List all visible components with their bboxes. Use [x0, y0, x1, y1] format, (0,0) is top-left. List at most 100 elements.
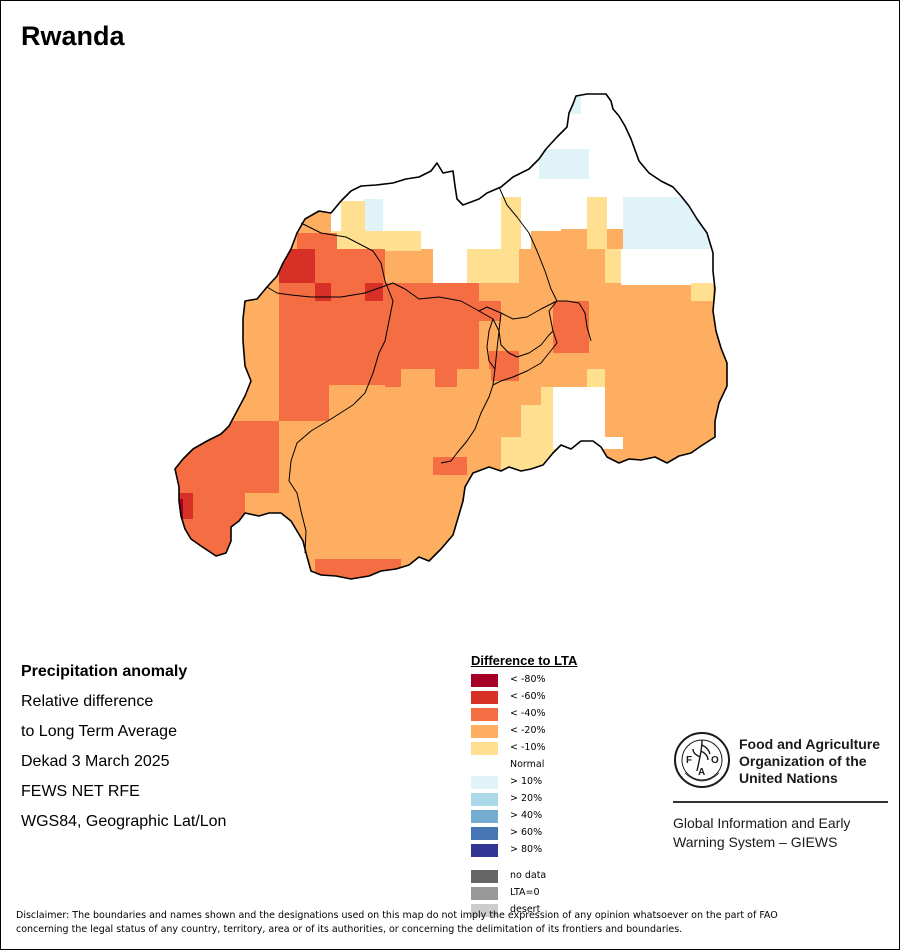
- legend-swatch: [471, 904, 498, 917]
- legend-label: Normal: [510, 759, 545, 770]
- legend-item: Normal: [471, 757, 577, 774]
- anomaly-cell: [245, 297, 279, 385]
- legend-label: > 40%: [510, 810, 543, 821]
- map-info: Precipitation anomaly Relative differenc…: [21, 657, 226, 837]
- info-line-2: Relative difference: [21, 693, 154, 710]
- info-line-1: Precipitation anomaly: [21, 663, 188, 680]
- fao-logo-icon: F A O: [674, 732, 730, 788]
- legend-swatch: [471, 887, 498, 900]
- anomaly-cell: [279, 385, 329, 421]
- legend-swatch: [471, 870, 498, 883]
- map-title: Rwanda: [21, 21, 125, 51]
- giews-name: Global Information and Early Warning Sys…: [673, 814, 893, 852]
- fao-name-line-3: United Nations: [739, 770, 838, 786]
- legend-title: Difference to LTA: [471, 653, 578, 668]
- giews-line-1: Global Information and Early: [673, 815, 851, 831]
- legend-item: < -80%: [471, 672, 577, 689]
- info-line-6: WGS84, Geographic Lat/Lon: [21, 813, 227, 830]
- anomaly-cell: [279, 249, 315, 283]
- anomaly-cell: [331, 231, 421, 251]
- anomaly-cell: [329, 385, 385, 421]
- country-border: [174, 93, 728, 580]
- map-legend: Difference to LTA < -80% < -60% < -40% <…: [471, 653, 577, 919]
- legend-item: > 10%: [471, 774, 577, 791]
- legend-swatch: [471, 810, 498, 823]
- anomaly-cell: [297, 233, 337, 253]
- legend-item: < -40%: [471, 706, 577, 723]
- fao-name-line-1: Food and Agriculture: [739, 736, 881, 752]
- anomaly-cell: [501, 437, 555, 471]
- anomaly-cell: [433, 229, 469, 283]
- anomaly-cell: [315, 283, 331, 301]
- legend-swatch: [471, 725, 498, 738]
- anomaly-cell: [587, 197, 607, 249]
- anomaly-cell: [539, 149, 589, 179]
- legend-label: LTA=0: [510, 887, 540, 898]
- legend-item: LTA=0: [471, 885, 577, 902]
- svg-text:F: F: [686, 755, 692, 766]
- anomaly-cell: [553, 387, 605, 449]
- anomaly-cell: [571, 94, 581, 114]
- legend-swatch: [471, 708, 498, 721]
- province-boundaries: [266, 186, 592, 554]
- divider: [673, 801, 888, 803]
- legend-label: no data: [510, 870, 547, 881]
- anomaly-cell: [553, 301, 589, 353]
- legend-swatch: [471, 759, 498, 772]
- disclaimer-line-2: concerning the legal status of any count…: [16, 924, 683, 935]
- legend-label: < -20%: [510, 725, 546, 736]
- legend-swatch: [471, 827, 498, 840]
- legend-item: desert: [471, 902, 577, 919]
- legend-swatch: [471, 674, 498, 687]
- legend-label: > 10%: [510, 776, 543, 787]
- legend-item: no data: [471, 868, 577, 885]
- svg-text:O: O: [711, 755, 719, 766]
- svg-text:A: A: [698, 767, 705, 778]
- disclaimer: Disclaimer: The boundaries and names sho…: [16, 909, 886, 937]
- anomaly-cell: [175, 421, 279, 493]
- anomaly-cell: [587, 369, 605, 387]
- legend-swatch: [471, 844, 498, 857]
- legend-label: > 60%: [510, 827, 543, 838]
- anomaly-cell: [467, 249, 519, 283]
- legend-item: > 20%: [471, 791, 577, 808]
- anomaly-cell: [541, 387, 555, 407]
- anomaly-cell: [521, 405, 555, 439]
- anomaly-cell: [433, 301, 501, 321]
- legend-swatch: [471, 793, 498, 806]
- anomaly-cell: [365, 283, 383, 301]
- anomaly-cell: [363, 199, 383, 231]
- legend-item: > 40%: [471, 808, 577, 825]
- legend-swatch: [471, 691, 498, 704]
- legend-label: < -10%: [510, 742, 546, 753]
- legend-label: < -60%: [510, 691, 546, 702]
- anomaly-cell: [457, 369, 491, 387]
- anomaly-cell: [691, 283, 713, 301]
- legend-label: desert: [510, 904, 541, 915]
- anomaly-cell: [401, 369, 435, 387]
- anomaly-cell: [341, 201, 365, 231]
- legend-label: < -80%: [510, 674, 546, 685]
- disclaimer-line-1: Disclaimer: The boundaries and names sho…: [16, 910, 778, 921]
- anomaly-map: [174, 93, 728, 580]
- legend-label: > 80%: [510, 844, 543, 855]
- legend-swatch: [471, 742, 498, 755]
- anomaly-cell: [605, 249, 621, 283]
- legend-swatch: [471, 776, 498, 789]
- info-line-4: Dekad 3 March 2025: [21, 753, 170, 770]
- info-line-5: FEWS NET RFE: [21, 783, 140, 800]
- legend-item: < -20%: [471, 723, 577, 740]
- fao-name: Food and Agriculture Organization of the…: [739, 736, 899, 787]
- legend-label: < -40%: [510, 708, 546, 719]
- anomaly-cell: [501, 197, 521, 249]
- legend-item: < -60%: [471, 689, 577, 706]
- legend-item: > 60%: [471, 825, 577, 842]
- giews-line-2: Warning System – GIEWS: [673, 834, 838, 850]
- legend-item: > 80%: [471, 842, 577, 859]
- anomaly-cell: [433, 457, 467, 475]
- anomaly-cell: [621, 249, 721, 285]
- info-line-3: to Long Term Average: [21, 723, 177, 740]
- legend-label: > 20%: [510, 793, 543, 804]
- anomaly-cell: [521, 191, 561, 231]
